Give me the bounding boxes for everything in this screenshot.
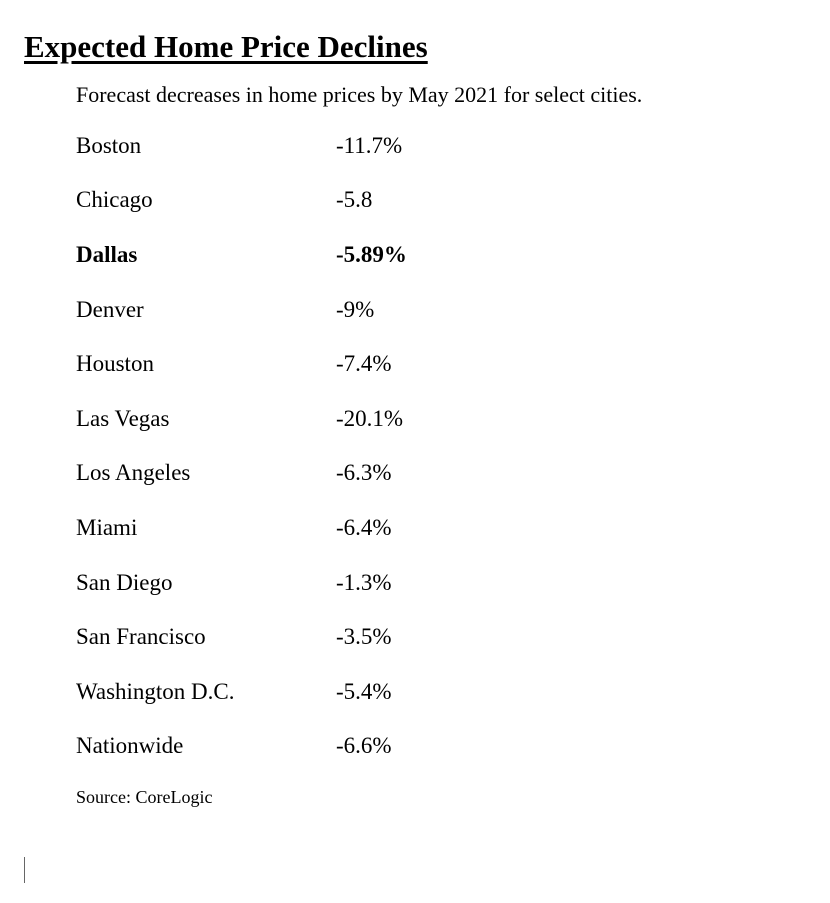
page-title: Expected Home Price Declines (24, 28, 806, 65)
city-cell: Nationwide (76, 732, 336, 760)
table-row: Denver-9% (76, 296, 806, 324)
city-cell: Las Vegas (76, 405, 336, 433)
table-row: Houston-7.4% (76, 350, 806, 378)
table-row: Boston-11.7% (76, 132, 806, 160)
value-cell: -1.3% (336, 569, 392, 597)
table-row: Nationwide-6.6% (76, 732, 806, 760)
city-cell: Denver (76, 296, 336, 324)
value-cell: -5.89% (336, 241, 407, 269)
table-row: Chicago-5.8 (76, 186, 806, 214)
source-line: Source: CoreLogic (76, 787, 806, 808)
content-block: Forecast decreases in home prices by May… (24, 81, 806, 808)
city-cell: Washington D.C. (76, 678, 336, 706)
table-row: Washington D.C.-5.4% (76, 678, 806, 706)
table-row: San Francisco-3.5% (76, 623, 806, 651)
table-row: Las Vegas-20.1% (76, 405, 806, 433)
value-cell: -7.4% (336, 350, 392, 378)
text-cursor (24, 857, 26, 883)
value-cell: -3.5% (336, 623, 392, 651)
city-cell: Houston (76, 350, 336, 378)
city-cell: San Diego (76, 569, 336, 597)
city-cell: Los Angeles (76, 459, 336, 487)
subtitle: Forecast decreases in home prices by May… (76, 81, 806, 110)
value-cell: -5.8 (336, 186, 372, 214)
data-table: Boston-11.7%Chicago-5.8Dallas-5.89%Denve… (76, 132, 806, 760)
city-cell: Dallas (76, 241, 336, 269)
city-cell: Chicago (76, 186, 336, 214)
value-cell: -6.6% (336, 732, 392, 760)
city-cell: San Francisco (76, 623, 336, 651)
value-cell: -6.4% (336, 514, 392, 542)
table-row: San Diego-1.3% (76, 569, 806, 597)
table-row: Miami-6.4% (76, 514, 806, 542)
value-cell: -9% (336, 296, 374, 324)
value-cell: -6.3% (336, 459, 392, 487)
table-row: Los Angeles-6.3% (76, 459, 806, 487)
city-cell: Boston (76, 132, 336, 160)
table-row: Dallas-5.89% (76, 241, 806, 269)
value-cell: -11.7% (336, 132, 402, 160)
city-cell: Miami (76, 514, 336, 542)
value-cell: -5.4% (336, 678, 392, 706)
value-cell: -20.1% (336, 405, 403, 433)
